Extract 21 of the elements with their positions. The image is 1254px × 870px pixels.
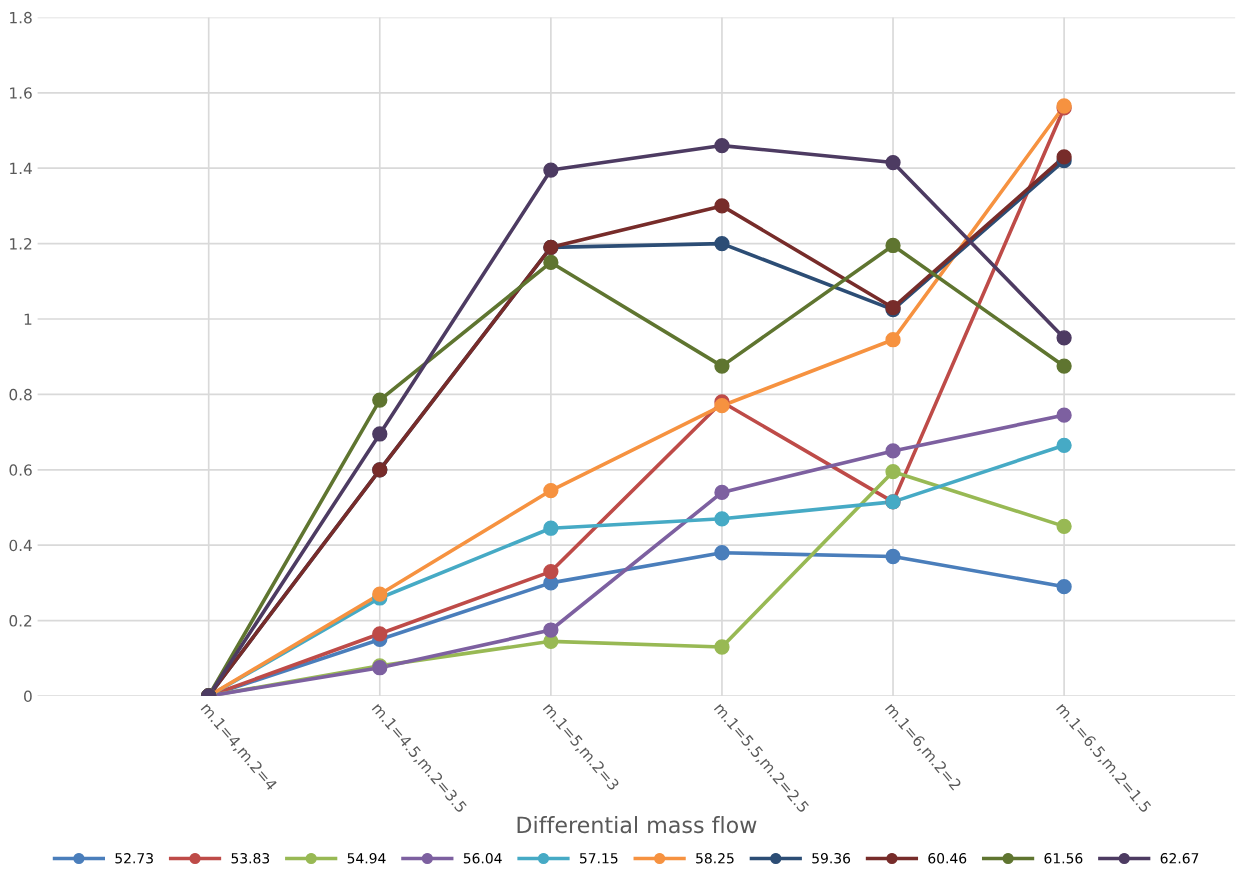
legend-label: 56.04 [463,853,502,864]
legend-label: 61.56 [1044,853,1083,864]
y-tick-label: 0.6 [9,464,32,476]
y-tick-label: 1.8 [10,11,32,24]
legend-label: 62.67 [1160,853,1199,864]
y-tick-label: 0.8 [9,388,32,401]
legend-label: 54.94 [347,853,386,864]
y-tick-label: 1.6 [10,87,32,99]
y-tick-label: 0.2 [9,615,32,627]
legend-label: 53.83 [231,853,270,864]
y-tick-label: 0.4 [9,539,32,552]
legend-label: 52.73 [115,853,153,864]
legend-label: 60.46 [928,853,967,864]
y-tick-label: 1.2 [10,238,32,250]
y-tick-label: 1.4 [10,162,32,174]
x-axis-title: Differential mass flow [517,816,757,834]
legend-label: 59.36 [812,853,851,864]
y-tick-label: 0 [24,690,32,703]
y-tick-label: 1 [24,313,32,325]
legend-label: 58.25 [696,853,734,864]
legend-label: 57.15 [579,853,618,864]
